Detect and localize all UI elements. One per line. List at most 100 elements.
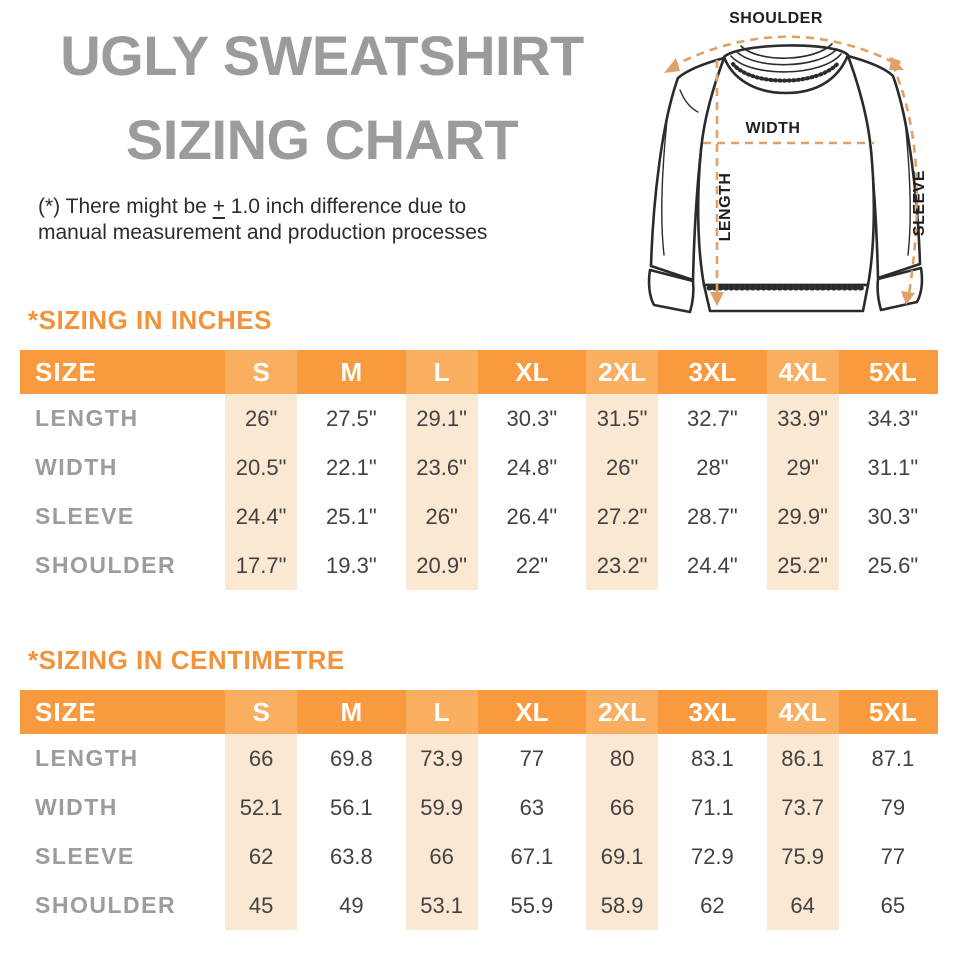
size-value-cell: 73.7 (758, 783, 848, 832)
column-header-l: L (396, 690, 487, 734)
row-label-length: LENGTH (35, 745, 139, 771)
size-value-cell: 66 (397, 832, 487, 881)
size-value-cell: 58.9 (577, 881, 667, 930)
column-header-3xl: 3XL (667, 690, 758, 734)
size-value-cell: 83.1 (690, 745, 734, 771)
sweatshirt-measurement-diagram: SHOULDER WIDTH LENGTH SLEEVE (640, 0, 958, 330)
size-value-cell: 65 (880, 892, 906, 918)
size-value-cell: 32.7" (687, 405, 738, 431)
size-value-cell: 87.1 (871, 745, 915, 771)
size-value-cell: 28.7" (687, 503, 738, 529)
size-value-cell: 30.3" (506, 405, 558, 431)
right-cuff (876, 266, 924, 312)
page-title-line2: SIZING CHART (125, 108, 519, 171)
sweatshirt-diagram-svg: SHOULDER WIDTH LENGTH SLEEVE (647, 10, 928, 314)
size-value-cell: 59.9 (397, 783, 487, 832)
column-header-5xl: 5XL (847, 350, 938, 394)
size-value-cell: 31.1" (867, 454, 919, 480)
size-value-cell: 52.1 (216, 783, 306, 832)
shoulder-label: SHOULDER (729, 10, 823, 27)
collar-stitching (731, 60, 841, 83)
sleeve-measure-line (890, 63, 919, 295)
size-value-cell: 66 (216, 734, 306, 783)
size-value-cell: 80 (577, 734, 667, 783)
column-header-s: S (216, 350, 307, 394)
size-value-cell: 27.2" (577, 492, 667, 541)
centimetre-section-heading: *SIZING IN CENTIMETRE (28, 645, 345, 675)
row-label-shoulder: SHOULDER (35, 552, 177, 578)
size-value-cell: 24.4" (687, 552, 738, 578)
size-value-cell: 79 (880, 794, 906, 820)
row-label-length: LENGTH (35, 405, 139, 431)
size-value-cell: 24.4" (216, 492, 306, 541)
size-value-cell: 29" (758, 443, 848, 492)
size-value-cell: 33.9" (758, 394, 848, 443)
size-value-cell: 30.3" (867, 503, 919, 529)
page-title-line1: UGLY SWEATSHIRT (60, 24, 584, 87)
size-value-cell: 49 (339, 892, 364, 918)
hem-band (702, 283, 870, 313)
column-header-3xl: 3XL (667, 350, 758, 394)
column-header-5xl: 5XL (847, 690, 938, 734)
size-value-cell: 23.6" (397, 443, 487, 492)
row-label-width: WIDTH (35, 794, 118, 820)
size-value-cell: 45 (216, 881, 306, 930)
size-value-cell: 62 (216, 832, 306, 881)
size-value-cell: 20.9" (397, 541, 487, 590)
measurement-arrowheads (664, 57, 915, 306)
size-value-cell: 72.9 (690, 843, 734, 869)
size-value-cell: 73.9 (397, 734, 487, 783)
size-value-cell: 29.9" (758, 492, 848, 541)
column-header-4xl: 4XL (757, 690, 848, 734)
size-value-cell: 28" (696, 454, 729, 480)
size-value-cell: 22.1" (326, 454, 377, 480)
size-value-cell: 20.5" (216, 443, 306, 492)
size-value-cell: 56.1 (329, 794, 373, 820)
column-header-2xl: 2XL (577, 690, 668, 734)
sweatshirt-outline (647, 43, 924, 314)
column-header-m: M (306, 350, 397, 394)
size-value-cell: 26" (216, 394, 306, 443)
size-value-cell: 25.2" (758, 541, 848, 590)
note-text-pre: (*) There might be (38, 195, 213, 218)
collar (722, 44, 850, 95)
title-block: UGLY SWEATSHIRT SIZING CHART (*) There m… (14, 14, 630, 246)
size-value-cell: 77 (880, 843, 906, 869)
size-value-cell: 19.3" (326, 552, 377, 578)
column-header-size: SIZE (20, 350, 216, 394)
right-sleeve-crease (904, 119, 911, 256)
size-value-cell: 66 (577, 783, 667, 832)
size-value-cell: 22" (515, 552, 549, 578)
inches-section-heading: *SIZING IN INCHES (28, 305, 272, 335)
shoulder-arrow-left (664, 58, 680, 73)
column-header-xl: XL (486, 690, 577, 734)
size-value-cell: 31.5" (577, 394, 667, 443)
left-cuff (647, 268, 695, 314)
size-value-cell: 63.8 (329, 843, 373, 869)
measurement-lines (670, 35, 919, 296)
size-value-cell: 69.8 (329, 745, 373, 771)
column-header-size: SIZE (20, 690, 216, 734)
note-text-line2: manual measurement and production proces… (38, 221, 488, 244)
size-value-cell: 71.1 (690, 794, 734, 820)
size-value-cell: 63 (519, 794, 545, 820)
column-header-s: S (216, 690, 307, 734)
length-arrow-bottom (710, 292, 724, 306)
column-header-4xl: 4XL (757, 350, 848, 394)
row-label-sleeve: SLEEVE (35, 843, 135, 869)
size-value-cell: 86.1 (758, 734, 848, 783)
size-value-cell: 62 (700, 892, 725, 918)
size-value-cell: 55.9 (510, 892, 554, 918)
inches-size-table: SIZE S M L XL 2XL 3XL 4XL 5XL LENGTH 26" 27.5" 29.1"… (20, 350, 938, 590)
size-value-cell: 64 (758, 881, 848, 930)
size-value-cell: 26" (577, 443, 667, 492)
left-armpit-crease (679, 89, 699, 113)
size-value-cell: 75.9 (758, 832, 848, 881)
size-value-cell: 25.6" (867, 552, 919, 578)
collar-rib-2 (735, 48, 838, 66)
width-label: WIDTH (746, 120, 801, 137)
size-value-cell: 53.1 (397, 881, 487, 930)
size-value-cell: 27.5" (326, 405, 377, 431)
sleeve-arrow-bottom (901, 291, 915, 305)
row-label-shoulder: SHOULDER (35, 892, 177, 918)
